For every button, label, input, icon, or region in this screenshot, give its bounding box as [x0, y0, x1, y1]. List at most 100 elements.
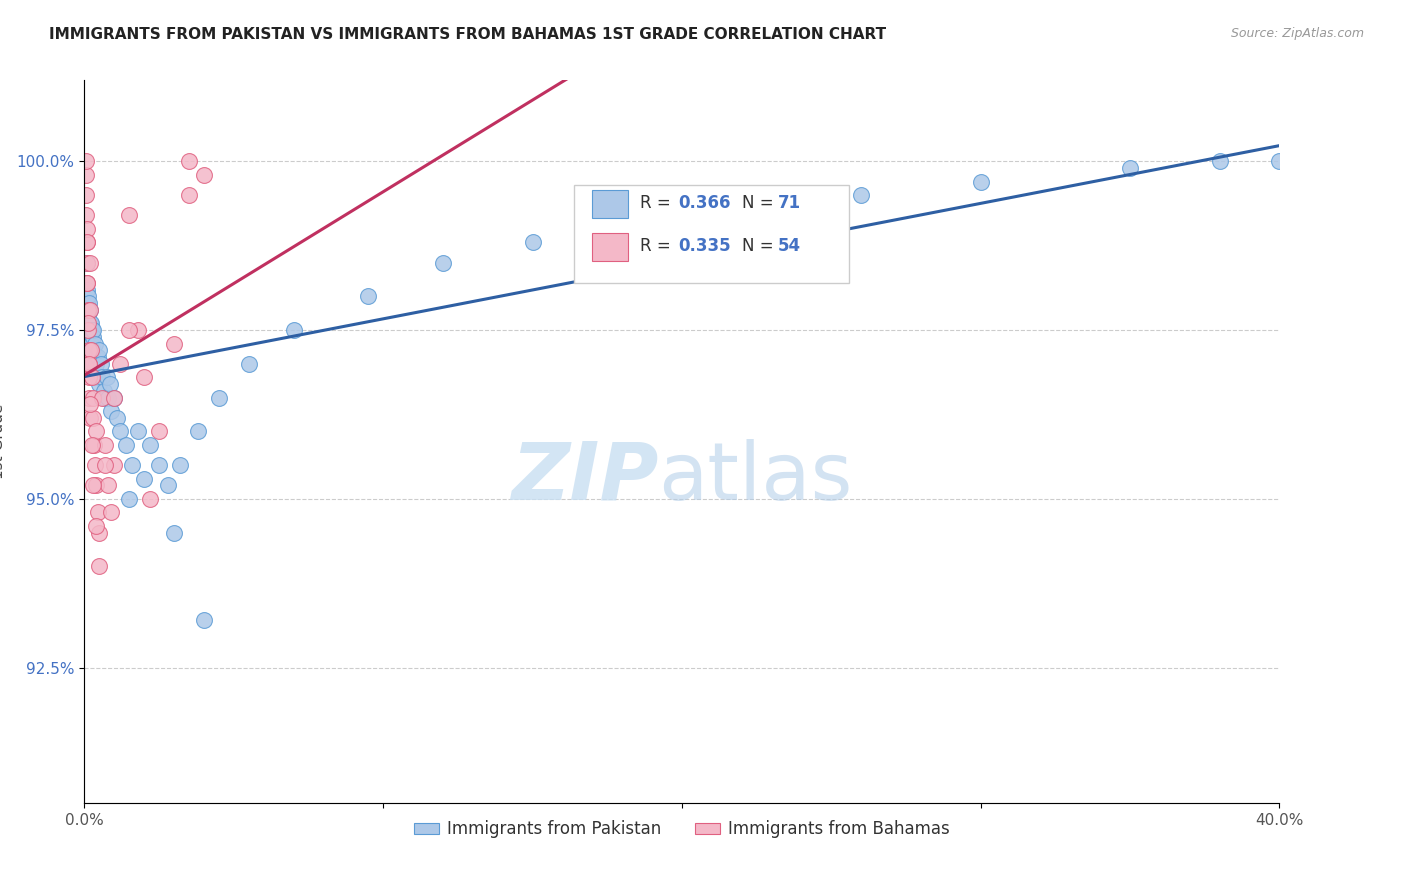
Bar — [592, 234, 628, 260]
Point — [76, 276, 98, 290]
Point — [86, 519, 108, 533]
Point — [77, 323, 100, 337]
Point — [97, 478, 120, 492]
Point — [612, 222, 634, 236]
Point — [79, 302, 101, 317]
Point — [79, 323, 101, 337]
Point — [432, 255, 454, 269]
Point — [76, 255, 98, 269]
Point — [82, 478, 104, 492]
Point — [163, 525, 186, 540]
Point — [82, 357, 104, 371]
Point — [77, 323, 100, 337]
Point — [87, 505, 110, 519]
Point — [89, 343, 111, 358]
Point — [83, 357, 105, 371]
Text: N =: N = — [742, 237, 779, 255]
Bar — [592, 190, 628, 218]
Point — [79, 302, 101, 317]
Point — [77, 302, 100, 317]
FancyBboxPatch shape — [575, 185, 849, 283]
Point — [118, 491, 141, 506]
Point — [82, 343, 104, 358]
Point — [94, 458, 117, 472]
Point — [77, 357, 100, 371]
Point — [76, 222, 98, 236]
Point — [93, 384, 115, 398]
Point — [177, 188, 200, 202]
Point — [83, 336, 105, 351]
Text: atlas: atlas — [658, 439, 852, 516]
Point — [91, 370, 114, 384]
Point — [76, 235, 98, 250]
Text: R =: R = — [640, 194, 676, 212]
Point — [80, 336, 103, 351]
Point — [77, 343, 100, 358]
Point — [76, 255, 98, 269]
Point — [94, 391, 117, 405]
Legend: Immigrants from Pakistan, Immigrants from Bahamas: Immigrants from Pakistan, Immigrants fro… — [408, 814, 956, 845]
Point — [75, 208, 97, 222]
Point — [1209, 154, 1232, 169]
Point — [1119, 161, 1142, 175]
Point — [970, 175, 993, 189]
Point — [82, 391, 104, 405]
Point — [105, 411, 128, 425]
Point — [115, 438, 138, 452]
Point — [169, 458, 191, 472]
Point — [86, 370, 108, 384]
Point — [89, 559, 111, 574]
Text: 0.335: 0.335 — [678, 237, 731, 255]
Point — [77, 336, 100, 351]
Point — [80, 323, 103, 337]
Point — [76, 330, 98, 344]
Point — [79, 330, 101, 344]
Point — [80, 370, 103, 384]
Point — [79, 317, 101, 331]
Point — [77, 289, 100, 303]
Point — [238, 357, 260, 371]
Point — [87, 350, 110, 364]
Point — [139, 438, 162, 452]
Point — [89, 525, 111, 540]
Point — [91, 391, 114, 405]
Point — [163, 336, 186, 351]
Point — [79, 411, 101, 425]
Point — [148, 425, 170, 439]
Point — [87, 377, 110, 392]
Point — [75, 168, 97, 182]
Point — [82, 323, 104, 337]
Point — [75, 188, 97, 202]
Point — [193, 168, 215, 182]
Point — [357, 289, 380, 303]
Point — [77, 343, 100, 358]
Point — [97, 391, 120, 405]
Point — [522, 235, 544, 250]
Point — [77, 357, 100, 371]
Point — [118, 323, 141, 337]
Point — [193, 614, 215, 628]
Point — [1268, 154, 1291, 169]
Point — [100, 505, 122, 519]
Point — [82, 411, 104, 425]
Point — [100, 404, 122, 418]
Point — [127, 425, 149, 439]
Point — [75, 276, 97, 290]
Text: IMMIGRANTS FROM PAKISTAN VS IMMIGRANTS FROM BAHAMAS 1ST GRADE CORRELATION CHART: IMMIGRANTS FROM PAKISTAN VS IMMIGRANTS F… — [49, 27, 886, 42]
Point — [851, 188, 873, 202]
Point — [177, 154, 200, 169]
Point — [127, 323, 149, 337]
Point — [77, 310, 100, 324]
Point — [76, 283, 98, 297]
Point — [110, 357, 132, 371]
Point — [77, 296, 100, 310]
Point — [79, 391, 101, 405]
Point — [76, 296, 98, 310]
Point — [90, 357, 112, 371]
Point — [79, 397, 101, 411]
Point — [82, 330, 104, 344]
Point — [208, 391, 231, 405]
Point — [84, 350, 107, 364]
Point — [75, 154, 97, 169]
Point — [80, 343, 103, 358]
